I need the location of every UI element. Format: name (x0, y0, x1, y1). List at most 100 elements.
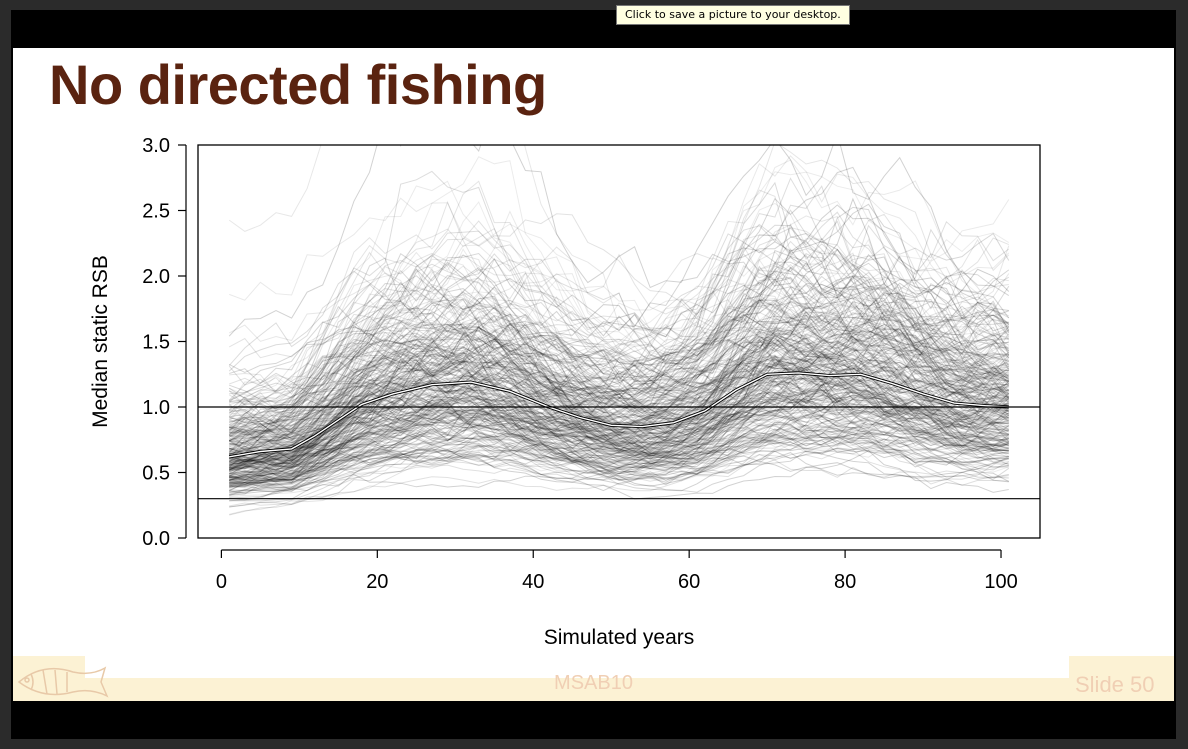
trajectory-line (229, 427, 1010, 508)
trajectory-line (228, 200, 1009, 422)
trajectory-line (228, 159, 1010, 420)
trajectory-line (229, 422, 1009, 493)
trajectory-line (229, 257, 1009, 434)
trajectory-line (228, 261, 1009, 417)
trajectory-line (229, 258, 1010, 406)
trajectory-line (229, 426, 1009, 480)
x-axis-label: Simulated years (544, 626, 695, 649)
x-tick-label: 60 (678, 571, 700, 593)
trajectory-line (228, 170, 1010, 366)
trajectory-line (229, 385, 1009, 470)
trajectory-line (228, 257, 1009, 401)
trajectory-line (229, 378, 1009, 462)
trajectory-line (229, 324, 1010, 468)
trajectory-line (228, 313, 1010, 435)
trajectory-line (228, 310, 1009, 414)
trajectory-line (229, 405, 1009, 502)
slide-title: No directed fishing (49, 53, 547, 116)
trajectory-line (229, 411, 1009, 468)
trajectory-line (229, 252, 1010, 427)
trajectory-line (229, 336, 1010, 460)
trajectory-line (229, 380, 1010, 467)
x-tick-label: 20 (366, 571, 388, 593)
trajectory-line (229, 220, 1010, 445)
trajectory-line (229, 308, 1010, 454)
trajectory-line (229, 358, 1010, 452)
trajectory-line (229, 368, 1010, 473)
trajectory-line (229, 410, 1009, 477)
trajectory-line (229, 295, 1010, 428)
trajectory-line (229, 328, 1009, 485)
trajectory-line (228, 296, 1009, 447)
trajectory-line (229, 308, 1010, 449)
trajectory-line (229, 283, 1010, 461)
trajectory-line (228, 397, 1009, 492)
trajectory-line (229, 314, 1010, 448)
trajectory-line (228, 381, 1009, 471)
trajectory-line (229, 326, 1009, 437)
trajectory-line (229, 361, 1010, 439)
trajectory-line (229, 215, 1009, 483)
trajectory-line (229, 289, 1010, 486)
footer-center-text: MSAB10 (554, 672, 633, 694)
trajectory-line (228, 360, 1010, 445)
trajectory-line (229, 234, 1010, 455)
trajectory-line (229, 302, 1009, 450)
footer-white-band (85, 656, 1069, 678)
trajectory-line (229, 384, 1010, 482)
trajectory-line (228, 245, 1010, 430)
trajectory-line (229, 376, 1009, 497)
trajectory-line (229, 364, 1009, 475)
trajectory-line (229, 223, 1009, 459)
trajectory-line (229, 402, 1009, 481)
x-tick-label: 40 (522, 571, 544, 593)
trajectory-line (229, 363, 1010, 461)
trajectory-line (228, 251, 1009, 431)
trajectory-line (229, 320, 1010, 435)
tooltip: Click to save a picture to your desktop. (616, 5, 850, 25)
trajectory-line (229, 337, 1009, 424)
trajectory-line (229, 386, 1009, 498)
trajectory-line (229, 317, 1010, 444)
trajectory-line (229, 298, 1010, 460)
trajectory-line (229, 423, 1009, 483)
trajectory-line (229, 416, 1010, 483)
trajectory-line (229, 266, 1010, 460)
trajectory-line (229, 391, 1010, 484)
trajectory-line (229, 388, 1010, 499)
trajectory-line (229, 310, 1010, 463)
trajectory-line (228, 185, 1010, 432)
trajectory-line (228, 322, 1010, 409)
trajectory-line (229, 366, 1009, 454)
trajectory-line (229, 181, 1010, 491)
trajectory-line (229, 380, 1009, 464)
trajectory-line (228, 314, 1009, 429)
trajectory-line (228, 338, 1010, 463)
trajectory-line (228, 385, 1009, 451)
trajectory-line (228, 251, 1009, 394)
trajectory-line (229, 292, 1010, 487)
trajectory-line (229, 407, 1010, 481)
trajectory-line (229, 290, 1009, 455)
trajectory-line (229, 420, 1009, 493)
trajectory-line (229, 325, 1009, 438)
slide-number: Slide 50 (1075, 672, 1155, 697)
trajectory-line (228, 371, 1010, 445)
trajectory-line (229, 335, 1010, 470)
trajectory-line (228, 348, 1010, 454)
trajectory-line (229, 373, 1009, 472)
trajectory-line (229, 443, 1010, 489)
trajectory-line (229, 338, 1010, 466)
trajectory-line (229, 323, 1010, 474)
trajectory-line (229, 426, 1009, 494)
trajectory-line (229, 299, 1010, 456)
trajectory-line (229, 402, 1009, 466)
slide: No directed fishing 0.0 0.5 1.0 1.5 2.0 2.5 3.… (13, 48, 1174, 701)
trajectory-line (229, 404, 1009, 485)
trajectory-line (229, 388, 1009, 496)
trajectory-line (229, 329, 1010, 470)
trajectory-line (229, 353, 1009, 481)
trajectory-line (229, 336, 1009, 474)
trajectory-line (229, 367, 1010, 472)
trajectory-line (229, 286, 1010, 425)
